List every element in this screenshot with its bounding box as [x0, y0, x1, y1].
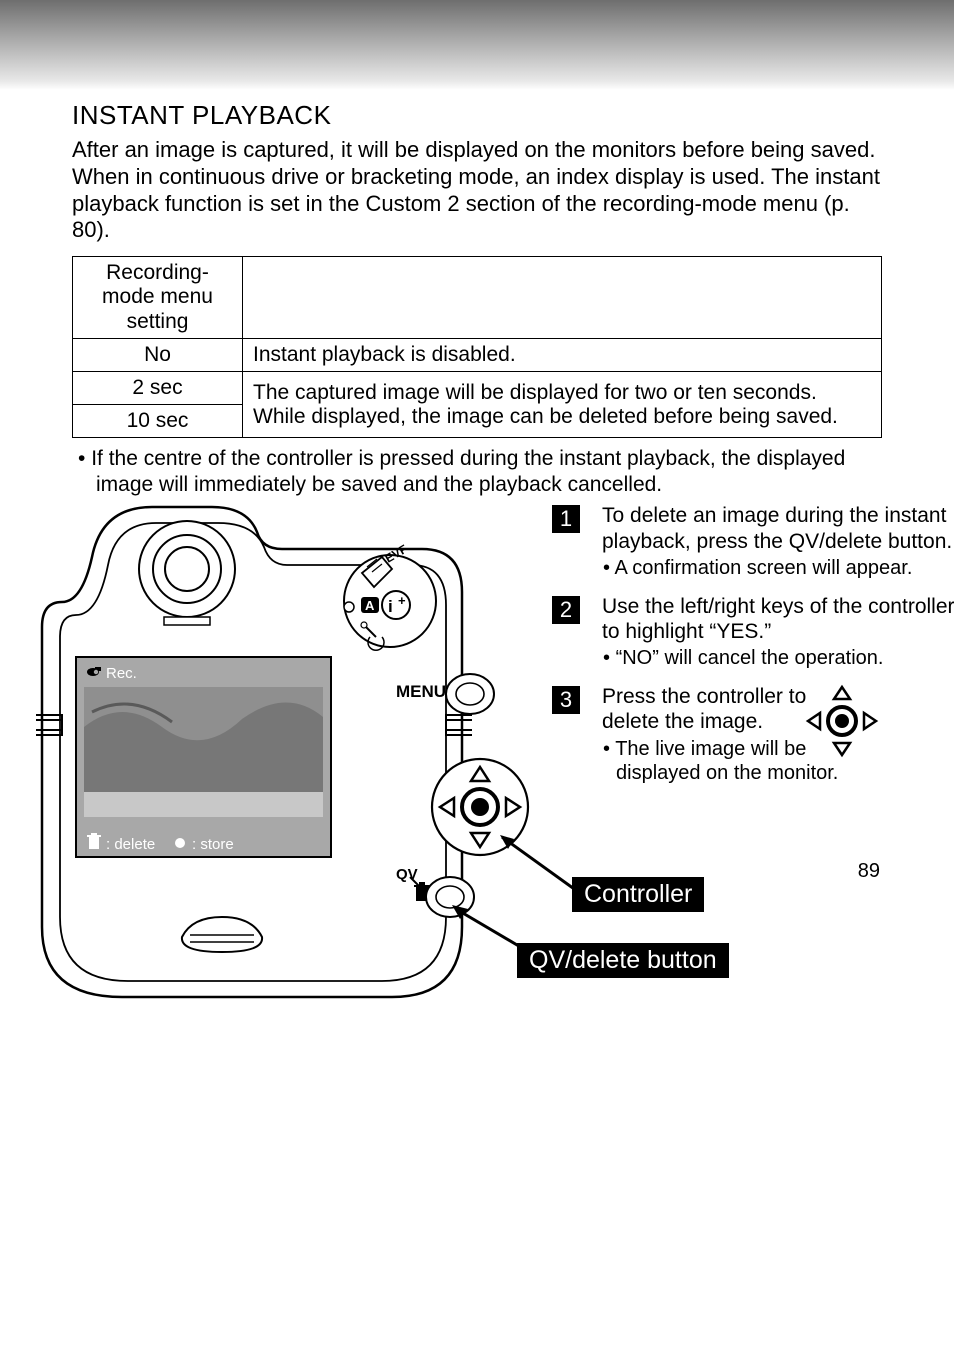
steps-list: 1 To delete an image during the instant … — [552, 503, 954, 798]
step-sub: “NO” will cancel the operation. — [602, 646, 954, 670]
step-sub: A confirmation screen will appear. — [602, 556, 954, 580]
step-number: 3 — [552, 686, 580, 714]
table-cell-desc: Instant playback is disabled. — [243, 338, 882, 371]
step-text: To delete an image during the instant pl… — [602, 503, 954, 553]
svg-text:: delete: : delete — [106, 836, 155, 853]
table-row: 2 sec The captured image will be display… — [73, 371, 882, 404]
step-number: 2 — [552, 596, 580, 624]
page-number: 89 — [858, 860, 880, 883]
svg-text:MENU: MENU — [396, 682, 446, 701]
table-row: No Instant playback is disabled. — [73, 338, 882, 371]
step-3: 3 Press the controller to delete the ima… — [552, 684, 954, 784]
table-cell-setting: 10 sec — [73, 405, 243, 438]
table-header-setting: Recording-mode menu setting — [73, 257, 243, 338]
step-number: 1 — [552, 505, 580, 533]
table-cell-desc-merged: The captured image will be displayed for… — [243, 371, 882, 437]
svg-text:i: i — [388, 597, 393, 616]
settings-table: Recording-mode menu setting No Instant p… — [72, 256, 882, 438]
svg-text:: store: : store — [192, 836, 234, 853]
note-paragraph: If the centre of the controller is press… — [72, 446, 882, 497]
step-1: 1 To delete an image during the instant … — [552, 503, 954, 579]
table-cell-setting: 2 sec — [73, 371, 243, 404]
section-heading: INSTANT PLAYBACK — [72, 100, 882, 131]
step-text: Use the left/right keys of the controlle… — [602, 594, 954, 644]
qv-delete-label: QV/delete button — [517, 943, 729, 978]
svg-text:A: A — [365, 598, 375, 613]
table-cell-setting: No — [73, 338, 243, 371]
table-header-empty — [243, 257, 882, 338]
svg-text:+: + — [398, 593, 406, 608]
svg-text:Rec.: Rec. — [106, 665, 137, 682]
controller-dpad-icon — [802, 681, 882, 761]
illustration-area: EVF A i + Rec. — [72, 503, 882, 1013]
step-2: 2 Use the left/right keys of the control… — [552, 594, 954, 670]
header-gradient — [0, 0, 954, 90]
intro-paragraph: After an image is captured, it will be d… — [72, 137, 882, 244]
controller-label: Controller — [572, 877, 704, 912]
page-content: INSTANT PLAYBACK After an image is captu… — [0, 90, 954, 1013]
